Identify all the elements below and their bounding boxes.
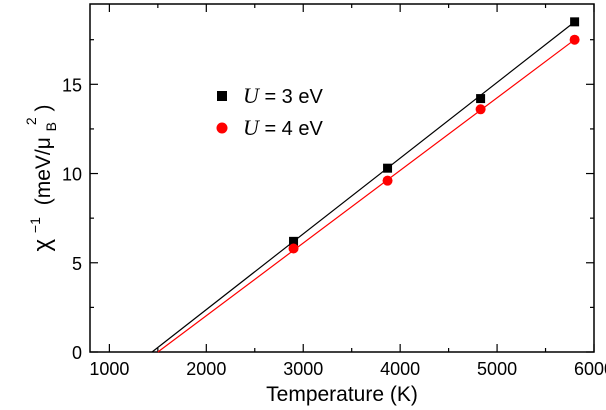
data-point-square — [289, 236, 299, 246]
legend-variable: U — [243, 83, 261, 108]
y-axis-exponent: −1 — [27, 217, 43, 233]
y-axis-chi: χ — [29, 239, 56, 252]
plot-frame — [89, 3, 595, 353]
x-tick-label: 3000 — [283, 359, 323, 379]
x-axis-label: Temperature (K) — [266, 383, 418, 406]
data-point-circle — [288, 243, 299, 254]
x-tick-label: 5000 — [477, 359, 517, 379]
legend-label: U = 3 eV — [243, 83, 323, 108]
y-axis-units-sup: 2 — [23, 117, 39, 125]
legend-marker-square — [217, 91, 227, 101]
data-point-circle — [382, 175, 393, 186]
data-point-square — [476, 94, 486, 104]
legend-label: U = 4 eV — [243, 115, 323, 140]
y-axis-label: χ −1 (meV/μ B 2 ) — [18, 104, 61, 251]
legend: U = 3 eVU = 4 eV — [216, 83, 323, 140]
y-tick-label: 15 — [62, 75, 82, 95]
data-point-square — [383, 163, 393, 173]
legend-marker-circle — [216, 122, 228, 134]
data-point-circle — [569, 34, 580, 45]
y-tick-label: 0 — [72, 343, 82, 363]
y-axis-units: (meV/μ — [32, 137, 55, 205]
y-tick-label: 10 — [62, 165, 82, 185]
x-tick-label: 4000 — [380, 359, 420, 379]
data-points — [288, 17, 580, 254]
y-axis-units-sub: B — [43, 122, 59, 131]
x-tick-label: 1000 — [89, 359, 129, 379]
fit-lines — [151, 21, 575, 353]
fit-line — [151, 21, 575, 353]
legend-variable: U — [243, 115, 261, 140]
legend-value: = 3 eV — [259, 86, 324, 108]
fit-line — [157, 39, 575, 353]
x-tick-label: 2000 — [186, 359, 226, 379]
y-tick-label: 5 — [72, 254, 82, 274]
legend-value: = 4 eV — [259, 118, 324, 140]
y-axis-units-close: ) — [32, 104, 55, 111]
data-point-circle — [475, 104, 486, 115]
data-point-square — [570, 17, 580, 27]
